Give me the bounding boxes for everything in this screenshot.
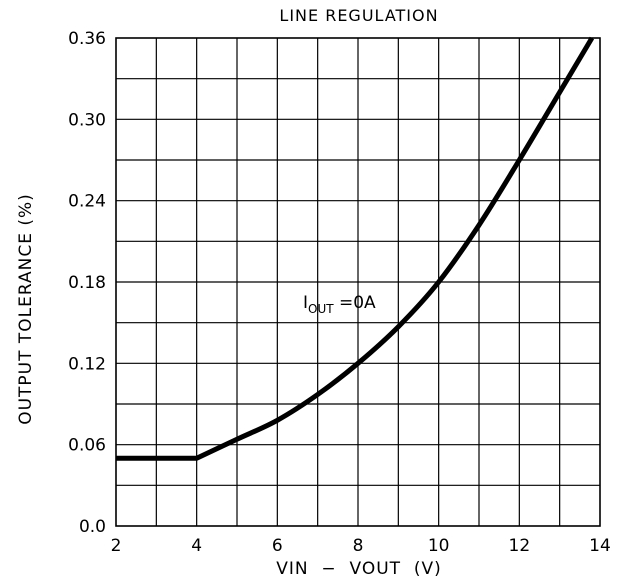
- y-tick-label: 0.36: [68, 29, 106, 49]
- iout-annotation: IOUT =0A: [303, 293, 376, 316]
- plot-series: [116, 36, 595, 461]
- iout-annotation-main: I: [303, 293, 308, 313]
- plot-grid: [115, 37, 601, 527]
- x-tick-label: 8: [353, 536, 364, 556]
- x-axis-label: VIN − VOUT (V): [276, 559, 441, 579]
- iout-annotation-rest: =0A: [334, 293, 376, 313]
- y-tick-label: 0.30: [68, 110, 106, 130]
- chart-title: LINE REGULATION: [279, 6, 438, 25]
- y-tick-label: 0.12: [68, 354, 106, 374]
- x-tick-label: 4: [191, 536, 202, 556]
- plot-frame: [115, 37, 601, 527]
- tick-labels: 2 4 6 8 10 12 14 0.0 0.06 0.12 0.18 0.24 0.30 0.36: [68, 29, 611, 556]
- y-tick-label: 0.06: [68, 436, 106, 456]
- iout-annotation-subscript: OUT: [308, 302, 334, 316]
- x-tick-label: 14: [589, 536, 611, 556]
- x-tick-label: 2: [111, 536, 122, 556]
- x-tick-label: 12: [509, 536, 531, 556]
- y-tick-label: 0.18: [68, 273, 106, 293]
- x-tick-label: 6: [272, 536, 283, 556]
- series-line: [116, 36, 595, 461]
- y-axis-label: OUTPUT TOLERANCE (%): [16, 193, 36, 425]
- x-tick-label: 10: [428, 536, 450, 556]
- y-tick-label: 0.0: [79, 517, 106, 537]
- y-tick-label: 0.24: [68, 192, 106, 212]
